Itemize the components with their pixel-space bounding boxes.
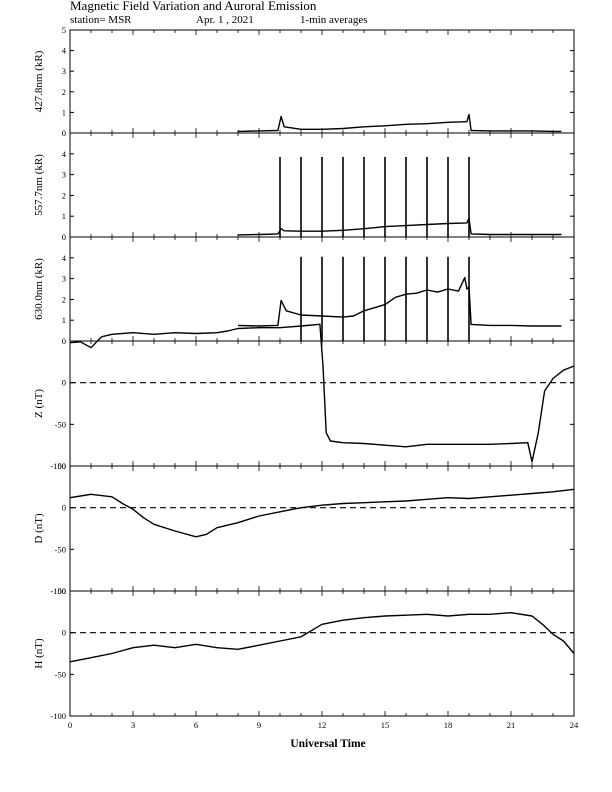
- x-tick-label: 21: [507, 720, 516, 730]
- panel-frame: [69, 29, 575, 134]
- y-tick-label: 4: [62, 46, 67, 56]
- x-tick-label: 12: [318, 720, 327, 730]
- y-tick-label: -100: [50, 711, 66, 721]
- y-tick-label: -100: [50, 586, 66, 596]
- y-tick-label: 3: [62, 66, 66, 76]
- y-axis-label: 427.8nm (kR): [33, 50, 45, 112]
- y-axis-label: H (nT): [33, 638, 45, 669]
- x-tick-label: 24: [570, 720, 579, 730]
- x-tick-label: 6: [194, 720, 198, 730]
- y-tick-label: 1: [62, 315, 66, 325]
- y-tick-label: -100: [50, 461, 66, 471]
- y-tick-label: 0: [62, 628, 66, 638]
- y-tick-label: 3: [62, 274, 66, 284]
- x-axis-label: Universal Time: [290, 738, 365, 750]
- y-tick-label: 2: [62, 294, 66, 304]
- y-tick-label: 0: [62, 128, 66, 138]
- y-tick-label: 0: [62, 336, 66, 346]
- series-line: [69, 488, 575, 538]
- y-axis-label: 630.0nm (kR): [33, 258, 45, 320]
- y-tick-label: 1: [62, 107, 66, 117]
- y-tick-label: 2: [62, 190, 66, 200]
- x-tick-label: 15: [381, 720, 390, 730]
- panel-3: 0 1 2 3 4 630.0nm (kR): [33, 236, 575, 346]
- chart-title: Magnetic Field Variation and Auroral Emi…: [70, 0, 317, 13]
- series-line: [237, 276, 562, 327]
- panel-1: 0 1 2 3 4 5 427.8nm (kR): [33, 25, 575, 138]
- series-line: [237, 113, 562, 133]
- y-tick-label: 4: [62, 149, 67, 159]
- panel-4: -100 -50 0 Z (nT): [33, 323, 575, 471]
- panel-frame: [69, 465, 575, 592]
- y-tick-label: 5: [62, 25, 66, 35]
- y-tick-label: -50: [55, 669, 66, 679]
- averaging-label: 1-min averages: [300, 14, 368, 26]
- y-axis-label: 557.7nm (kR): [33, 154, 45, 216]
- series-line: [69, 323, 575, 463]
- panel-2: 0 1 2 3 4 557.7nm (kR): [33, 132, 575, 242]
- y-tick-label: 2: [62, 87, 66, 97]
- x-tick-label: 3: [131, 720, 135, 730]
- x-tick-label: 18: [444, 720, 453, 730]
- y-tick-label: -50: [55, 419, 66, 429]
- y-axis-label: Z (nT): [33, 389, 45, 418]
- y-tick-label: 3: [62, 170, 66, 180]
- y-tick-label: 0: [62, 503, 66, 513]
- y-tick-label: 4: [62, 253, 67, 263]
- station-label: station= MSR: [70, 14, 132, 26]
- date-label: Apr. 1 , 2021: [196, 14, 254, 26]
- panel-5: -100 -50 0 50 D (nT): [33, 461, 575, 596]
- panel-6: -100 -50 0 50 H (nT): [33, 586, 575, 721]
- series-line: [69, 612, 575, 663]
- y-tick-label: 50: [58, 461, 67, 471]
- y-tick-label: 0: [62, 232, 66, 242]
- x-tick-label: 0: [68, 720, 72, 730]
- series-line: [237, 217, 562, 236]
- y-tick-label: 1: [62, 211, 66, 221]
- y-tick-label: -50: [55, 544, 66, 554]
- y-axis-label: D (nT): [33, 513, 45, 544]
- y-tick-label: 50: [58, 586, 67, 596]
- panel-frame: [69, 590, 575, 717]
- y-tick-label: 0: [62, 378, 66, 388]
- x-tick-label: 9: [257, 720, 261, 730]
